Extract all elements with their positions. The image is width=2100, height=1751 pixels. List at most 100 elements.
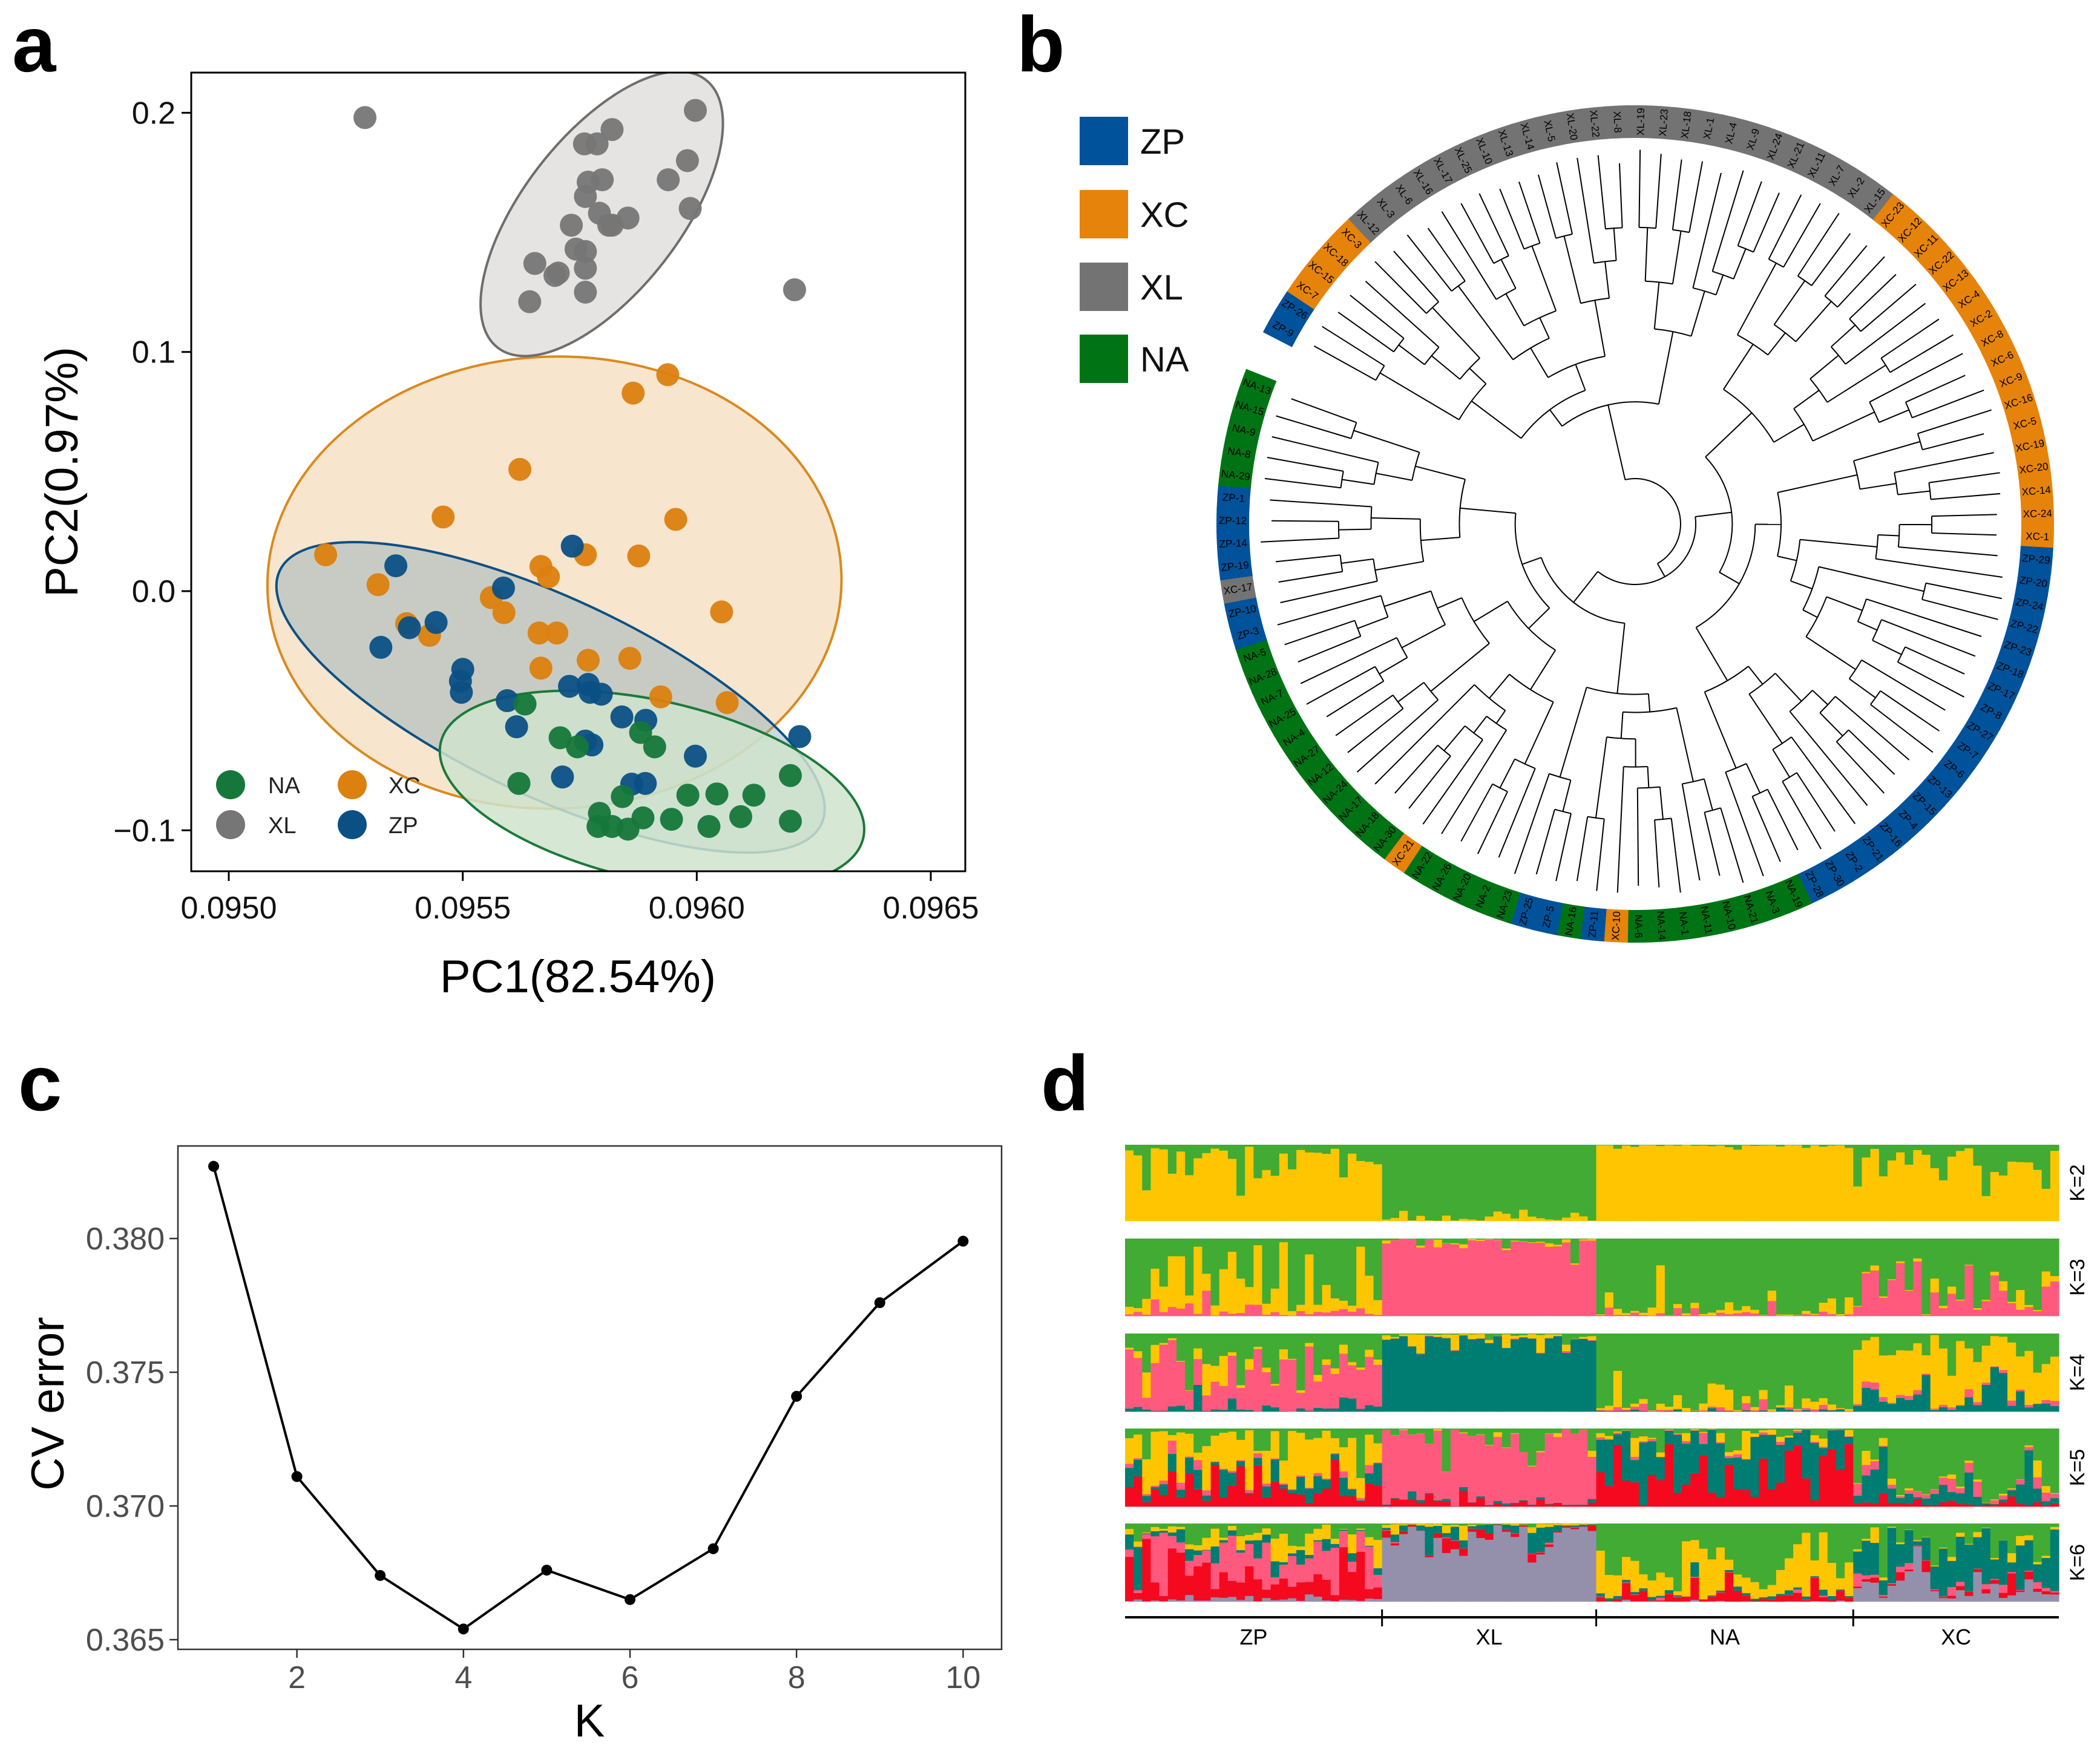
tree-branch bbox=[1931, 532, 1997, 536]
admixture-bar-pink bbox=[1998, 1495, 2008, 1500]
admixture-bar-yellow bbox=[1330, 1538, 1340, 1544]
tree-branch bbox=[1573, 571, 1598, 603]
admixture-bar-purple bbox=[1262, 1597, 1271, 1602]
admixture-bar-green bbox=[1330, 1239, 1340, 1298]
admixture-bar-red bbox=[1527, 1554, 1537, 1563]
admixture-bar-pink bbox=[1776, 1315, 1785, 1317]
tree-branch bbox=[1848, 729, 1895, 775]
admixture-bar-green bbox=[1981, 1524, 1991, 1528]
tree-branch bbox=[1931, 493, 2001, 500]
admixture-bar-pink bbox=[1322, 1364, 1331, 1409]
admixture-bar-green bbox=[1973, 1524, 1983, 1533]
admixture-bar-pink bbox=[1690, 1430, 1700, 1431]
admixture-bar-purple bbox=[1305, 1594, 1314, 1602]
admixture-bar-purple bbox=[1330, 1600, 1340, 1602]
admixture-bar-red bbox=[1544, 1544, 1554, 1547]
admixture-bar-yellow bbox=[1416, 1334, 1426, 1353]
admixture-bar-pink bbox=[1836, 1315, 1845, 1317]
admixture-bar-pink bbox=[1622, 1315, 1631, 1317]
admixture-bar-yellow bbox=[1501, 1524, 1511, 1525]
pca-point-xl bbox=[518, 290, 542, 313]
tree-branch bbox=[1322, 326, 1385, 367]
tree-branch bbox=[1278, 571, 1343, 583]
admixture-bar-teal bbox=[2050, 1497, 2059, 1504]
admixture-bar-green bbox=[1570, 1429, 1580, 1434]
ring-segment-na bbox=[1443, 867, 1480, 908]
admixture-bar-red bbox=[1553, 1503, 1563, 1507]
tree-branch bbox=[1499, 188, 1525, 249]
admixture-bar-yellow bbox=[1493, 1211, 1503, 1222]
admixture-bar-teal bbox=[1313, 1476, 1323, 1494]
admixture-bar-red bbox=[1125, 1487, 1134, 1507]
admixture-bar-teal bbox=[1913, 1394, 1923, 1412]
tree-branch bbox=[1878, 534, 1900, 537]
admixture-bar-teal bbox=[1742, 1592, 1751, 1596]
admixture-bar-green bbox=[1776, 1145, 1785, 1147]
admixture-bar-teal bbox=[1193, 1470, 1203, 1490]
pca-point-na bbox=[660, 808, 683, 831]
admixture-bar-purple bbox=[1990, 1583, 2000, 1602]
admixture-bar-yellow bbox=[1716, 1547, 1725, 1591]
pca-point-zp bbox=[505, 715, 528, 739]
admixture-bar-green bbox=[1596, 1429, 1606, 1433]
admixture-bar-green bbox=[1227, 1145, 1237, 1159]
admixture-bar-teal bbox=[1673, 1595, 1682, 1597]
admixture-bar-green bbox=[1382, 1239, 1391, 1241]
admixture-bar-red bbox=[1930, 1505, 1940, 1507]
admixture-bar-green bbox=[1330, 1524, 1340, 1539]
admixture-bar-red bbox=[1785, 1450, 1794, 1507]
admixture-bar-pink bbox=[1998, 1585, 2008, 1593]
pca-point-xc bbox=[715, 691, 739, 715]
admixture-bar-red bbox=[1596, 1472, 1606, 1507]
admixture-bar-teal bbox=[1262, 1486, 1271, 1498]
admixture-bar-green bbox=[1750, 1429, 1760, 1434]
k-row-label: K=4 bbox=[2066, 1354, 2089, 1391]
admixture-bar-teal bbox=[1622, 1579, 1631, 1583]
admixture-bar-teal bbox=[1785, 1437, 1794, 1451]
admixture-bar-pink bbox=[1305, 1487, 1314, 1489]
admixture-bar-pink bbox=[1981, 1382, 1991, 1385]
ring-segment-zp bbox=[1971, 693, 2012, 730]
admixture-bar-teal bbox=[1416, 1525, 1426, 1531]
tree-branch bbox=[1353, 430, 1420, 453]
admixture-bar-pink bbox=[1853, 1573, 1863, 1587]
tree-branch-arc bbox=[1437, 744, 1451, 757]
tree-branch bbox=[1441, 730, 1508, 834]
tree-branch bbox=[1748, 666, 1764, 685]
admixture-bar-teal bbox=[1947, 1560, 1957, 1588]
cv-error-point bbox=[458, 1623, 469, 1635]
admixture-bar-yellow bbox=[2041, 1556, 2051, 1558]
admixture-bar-yellow bbox=[2024, 1304, 2034, 1308]
admixture-bar-yellow bbox=[1210, 1528, 1220, 1546]
admixture-bar-yellow bbox=[1956, 1486, 1965, 1488]
admixture-bar-teal bbox=[1827, 1596, 1837, 1600]
admixture-bar-red bbox=[1185, 1473, 1194, 1507]
admixture-bar-pink bbox=[1639, 1403, 1649, 1411]
admixture-bar-red bbox=[1938, 1502, 1948, 1507]
admixture-bar-teal bbox=[1827, 1410, 1837, 1412]
admixture-bar-yellow bbox=[1202, 1273, 1212, 1291]
admixture-bar-green bbox=[1836, 1429, 1845, 1430]
tree-branch bbox=[1347, 708, 1404, 753]
admixture-bar-teal bbox=[1630, 1459, 1639, 1483]
admixture-bar-green bbox=[1998, 1145, 2008, 1176]
admixture-bar-green bbox=[1296, 1524, 1305, 1547]
admixture-bar-yellow bbox=[1125, 1150, 1134, 1222]
admixture-bar-green bbox=[1570, 1239, 1580, 1264]
admixture-bar-yellow bbox=[2050, 1527, 2059, 1530]
admixture-bar-green bbox=[1836, 1334, 1845, 1409]
admixture-bar-pink bbox=[1382, 1243, 1391, 1317]
admixture-bar-pink bbox=[1262, 1483, 1271, 1487]
admixture-bar-green bbox=[1365, 1239, 1374, 1276]
admixture-bar-green bbox=[1905, 1429, 1914, 1488]
admixture-bar-green bbox=[1519, 1145, 1528, 1210]
admixture-bar-red bbox=[1305, 1503, 1314, 1507]
admixture-bar-yellow bbox=[1733, 1574, 1742, 1587]
admixture-bar-red bbox=[1716, 1497, 1725, 1507]
admixture-bar-green bbox=[1219, 1524, 1229, 1538]
admixture-bar-purple bbox=[1810, 1600, 1820, 1602]
pca-point-zp bbox=[610, 705, 634, 728]
pca-point-xc bbox=[664, 508, 687, 531]
tree-branch bbox=[1866, 598, 1982, 637]
